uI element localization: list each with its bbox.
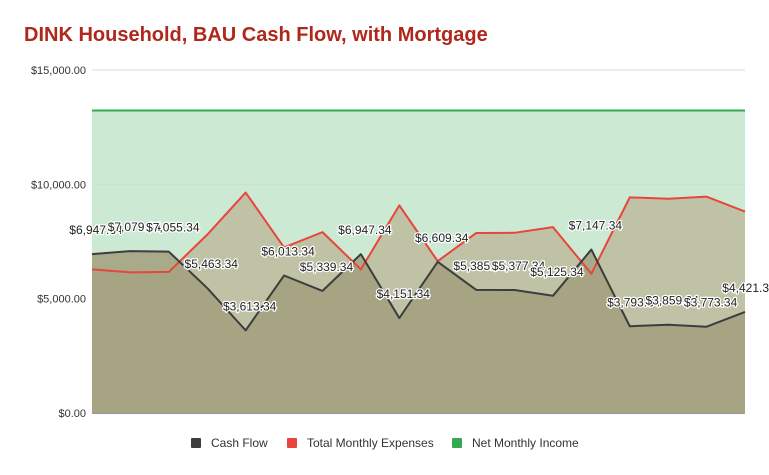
data-label: $3,859.34 <box>645 294 699 308</box>
data-label: $7,147.34 <box>569 219 623 233</box>
data-label: $5,125.34 <box>530 265 584 279</box>
area-cash-flow <box>92 249 745 413</box>
line-cash-flow <box>91 248 746 332</box>
data-label: $6,947.34 <box>69 223 123 237</box>
legend-label: Cash Flow <box>211 436 268 450</box>
y-tick-label: $10,000.00 <box>31 179 86 191</box>
area-layer <box>92 110 745 413</box>
legend-swatch <box>191 438 201 448</box>
data-label: $7,079.34 <box>108 220 162 234</box>
data-label: $5,339.34 <box>300 260 354 274</box>
y-tick-label: $0.00 <box>58 408 86 420</box>
data-label: $4,151.34 <box>377 287 431 301</box>
line-layer <box>91 109 746 332</box>
legend-swatch <box>287 438 297 448</box>
data-label: $3,613.34 <box>223 299 277 313</box>
data-label: $3,793.34 <box>607 295 661 309</box>
data-label: $6,013.34 <box>261 244 315 258</box>
line-total-monthly-expenses <box>91 191 746 275</box>
label-layer: $6,947.34$7,079.34$7,055.34$5,463.34$3,6… <box>68 217 769 314</box>
data-label: $4,421.34 <box>722 281 769 295</box>
data-label: $5,385.34 <box>453 259 507 273</box>
chart-title: DINK Household, BAU Cash Flow, with Mort… <box>24 24 488 46</box>
data-label: $7,055.34 <box>146 221 200 235</box>
y-tick-label: $15,000.00 <box>31 65 86 77</box>
data-label: $5,463.34 <box>185 257 239 271</box>
legend-label: Total Monthly Expenses <box>307 436 434 450</box>
legend-layer: Cash Flow Total Monthly Expenses Net Month… <box>191 436 579 450</box>
y-tick-label: $5,000.00 <box>37 294 86 306</box>
legend-swatch <box>452 438 462 448</box>
data-label: $6,947.34 <box>338 223 392 237</box>
data-label: $5,377.34 <box>492 259 546 273</box>
legend-label: Net Monthly Income <box>472 436 579 450</box>
data-label: $6,609.34 <box>415 231 469 245</box>
data-label: $3,773.34 <box>684 296 738 310</box>
